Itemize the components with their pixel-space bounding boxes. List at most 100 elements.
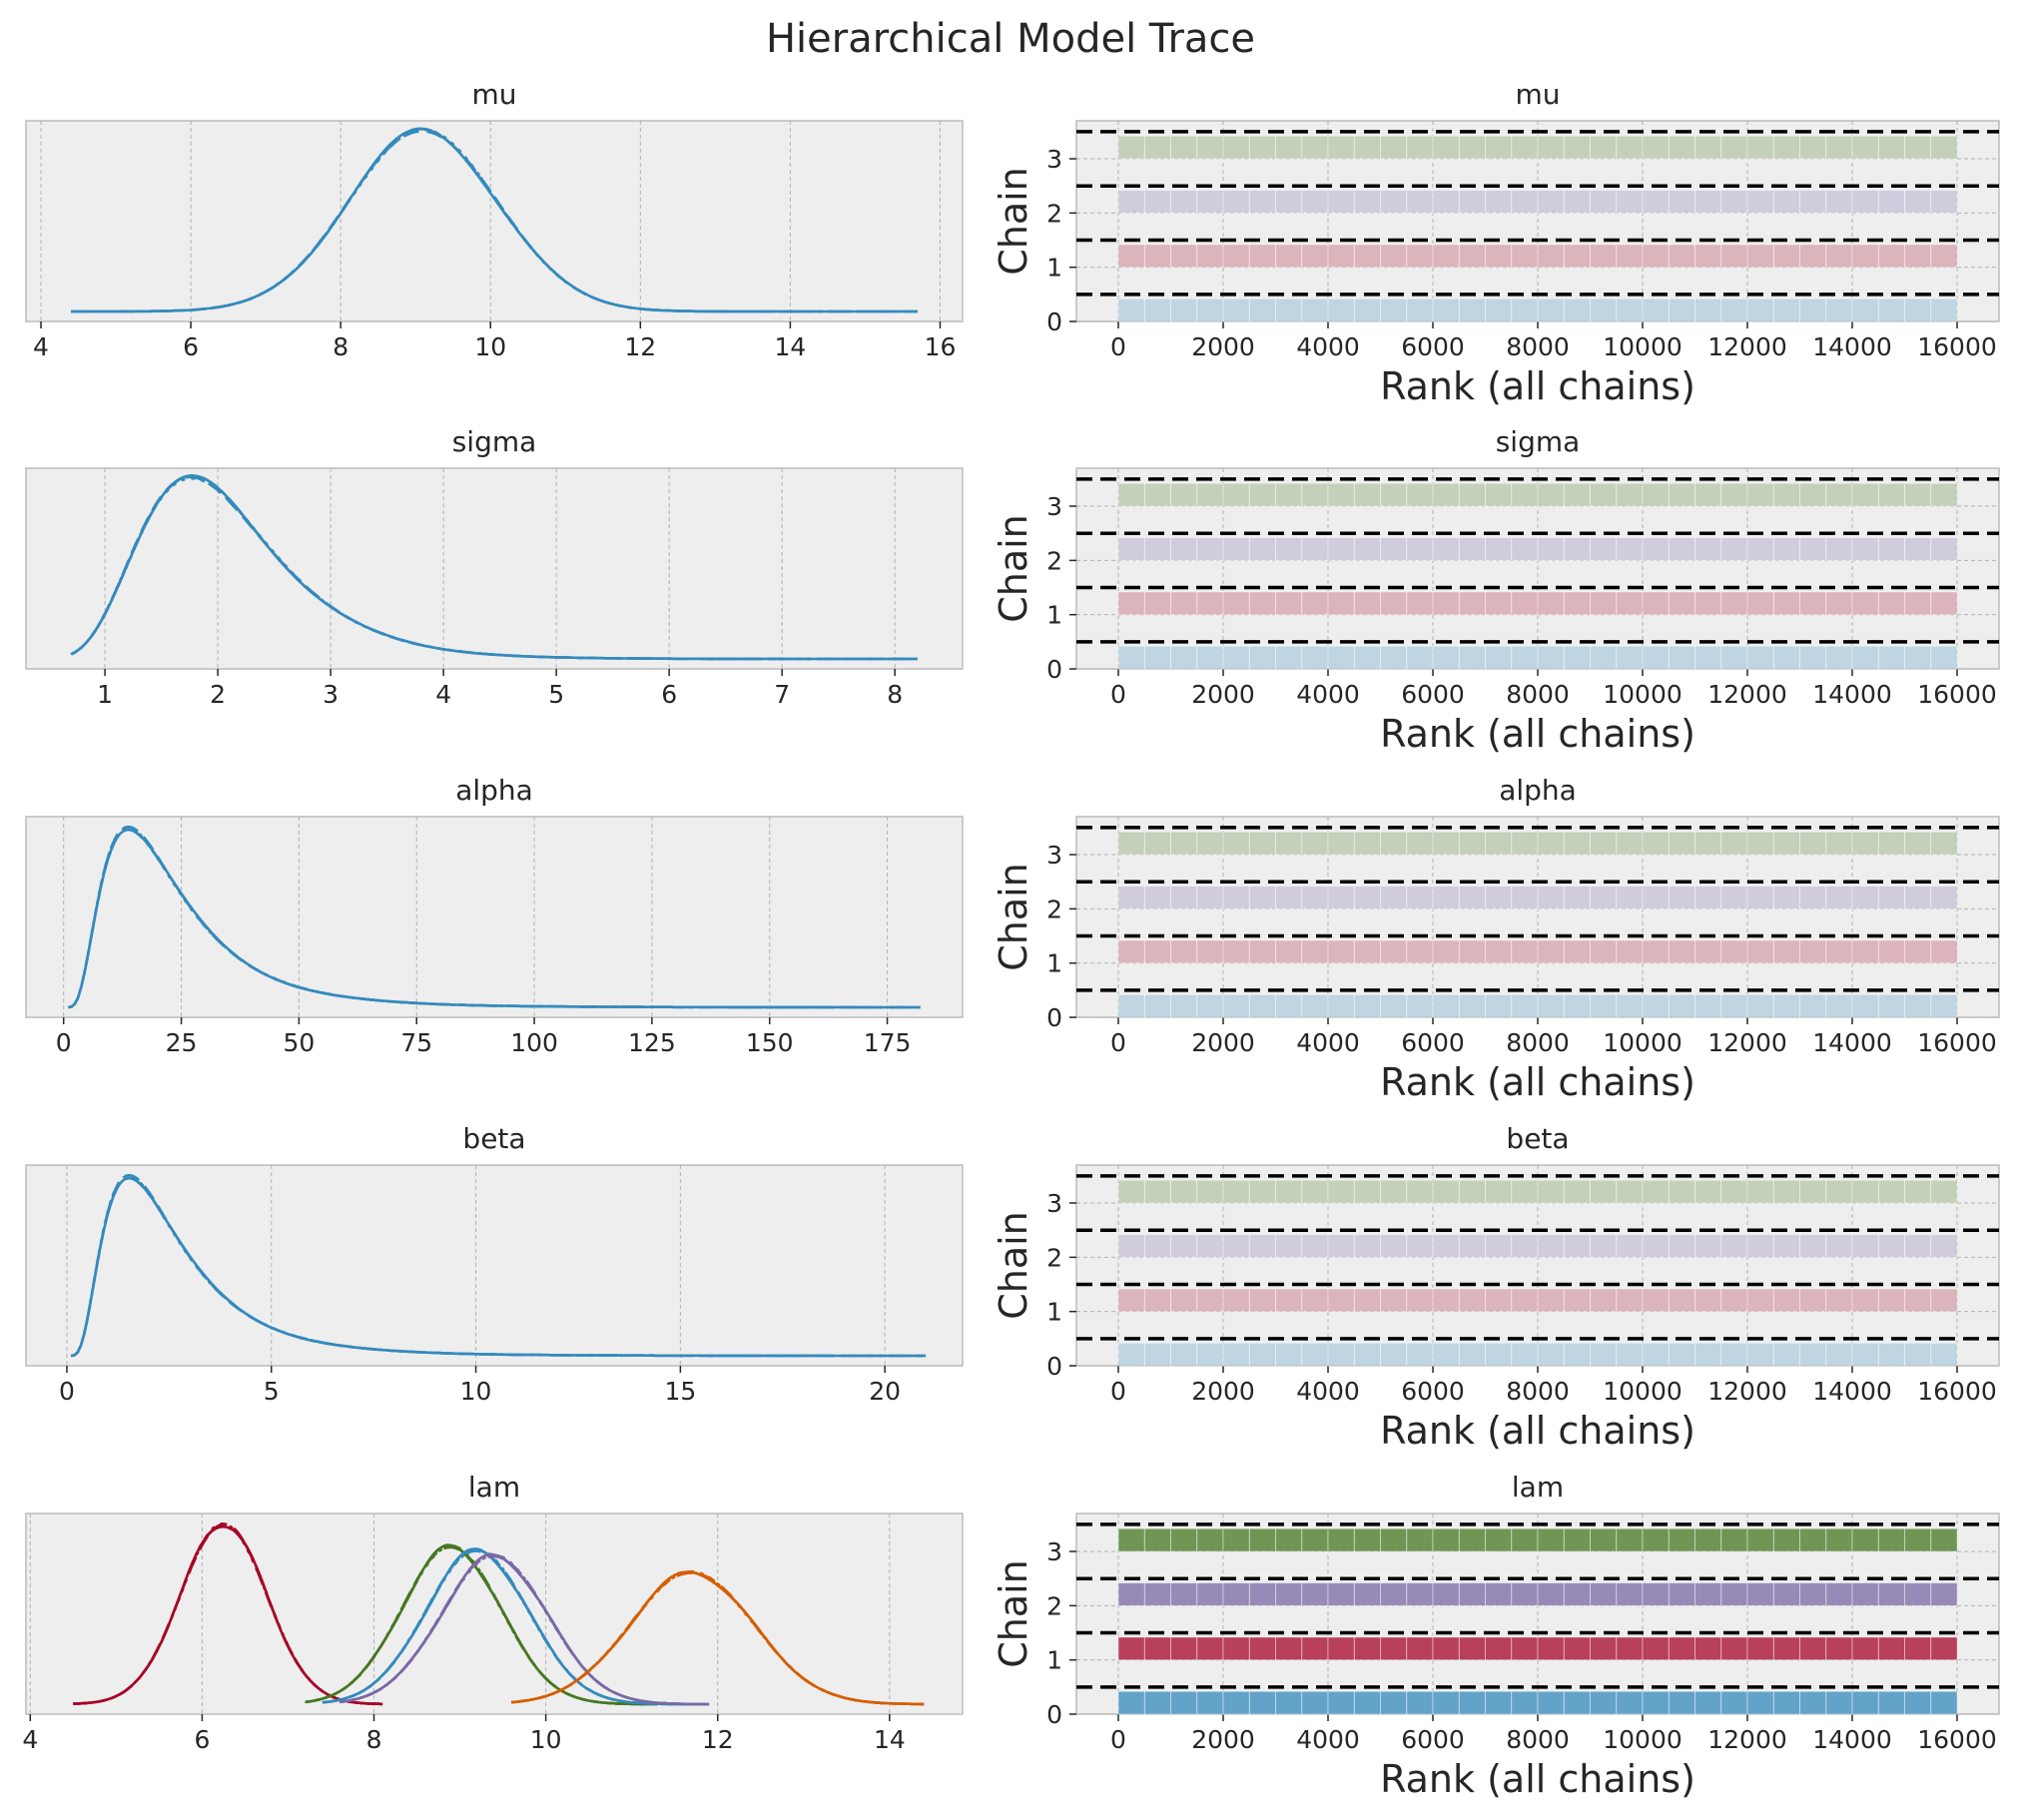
- tick-label: 4: [435, 680, 451, 709]
- rank-bar: [1327, 1179, 1355, 1204]
- rank-bar: [1380, 1527, 1408, 1552]
- rank-bar: [1275, 244, 1303, 269]
- rank-bar: [1406, 645, 1434, 670]
- rank-bar: [1222, 537, 1250, 561]
- rank-bar: [1143, 1234, 1172, 1258]
- rank-bar: [1616, 298, 1644, 322]
- rank-bar: [1930, 1342, 1958, 1367]
- rank-bar: [1851, 482, 1879, 507]
- rank-bar: [1746, 1582, 1774, 1606]
- rank-bar: [1642, 591, 1670, 616]
- rank-bar: [1327, 886, 1355, 910]
- rank-bar: [1825, 831, 1853, 856]
- rank-bar: [1353, 1636, 1382, 1661]
- rank-bar: [1825, 135, 1853, 160]
- rank-bar: [1799, 1636, 1827, 1661]
- rank-bar: [1642, 1636, 1670, 1661]
- rank-bar: [1380, 886, 1408, 910]
- rank-panel-alpha: 0 2000 4000 6000 8000 10000 12000 14000 16000 0 1 2…: [992, 774, 2000, 1104]
- rank-bar: [1248, 298, 1277, 322]
- rank-bar: [1799, 298, 1827, 322]
- rank-bar: [1904, 482, 1932, 507]
- rank-bar: [1380, 482, 1408, 507]
- kde-line: [338, 1553, 710, 1706]
- rank-bar: [1563, 1636, 1592, 1661]
- rank-panel-sigma: 0 2000 4000 6000 8000 10000 12000 14000 16000 0 1 2…: [992, 425, 2000, 756]
- rank-bar: [1563, 298, 1592, 322]
- tick-label: 5: [548, 680, 564, 709]
- kde-line: [511, 1571, 925, 1706]
- kde-panel-lam: 4 6 8 10 12 14 lam: [22, 1471, 964, 1754]
- rank-bar: [1772, 1288, 1801, 1313]
- rank-bar: [1485, 1690, 1513, 1715]
- rank-bar: [1590, 482, 1618, 507]
- rank-bar: [1642, 886, 1670, 910]
- rank-bar: [1301, 1527, 1329, 1552]
- rank-bar: [1746, 591, 1774, 616]
- rank-bar: [1511, 1288, 1539, 1313]
- rank-bar: [1590, 1527, 1618, 1552]
- tick-label: 3: [1046, 145, 1062, 174]
- kde-line: [70, 476, 918, 661]
- rank-bar: [1432, 1582, 1460, 1606]
- rank-bar: [1327, 244, 1355, 269]
- rank-bar: [1799, 244, 1827, 269]
- rank-bar: [1904, 993, 1932, 1018]
- rank-bar: [1616, 939, 1644, 964]
- rank-bar: [1196, 298, 1224, 322]
- rank-bar: [1537, 1636, 1565, 1661]
- rank-bar: [1406, 1690, 1434, 1715]
- rank-bar: [1327, 1234, 1355, 1258]
- rank-bar: [1930, 298, 1958, 322]
- rank-bar: [1248, 993, 1277, 1018]
- rank-bar: [1746, 993, 1774, 1018]
- rank-bar: [1799, 831, 1827, 856]
- rank-bar: [1380, 1234, 1408, 1258]
- rank-bar: [1222, 993, 1250, 1018]
- rank-bar: [1590, 645, 1618, 670]
- rank-bar: [1301, 482, 1329, 507]
- rank-bar: [1380, 993, 1408, 1018]
- rank-bar: [1485, 135, 1513, 160]
- rank-bar: [1222, 1342, 1250, 1367]
- tick-label: 8000: [1506, 1377, 1570, 1406]
- rank-bar: [1485, 1234, 1513, 1258]
- rank-bar: [1746, 886, 1774, 910]
- rank-bar: [1143, 886, 1172, 910]
- rank-bar: [1380, 1288, 1408, 1313]
- rank-bar: [1275, 1527, 1303, 1552]
- rank-bar: [1327, 993, 1355, 1018]
- rank-bar: [1380, 831, 1408, 856]
- tick-label: 0: [56, 1028, 72, 1057]
- rank-bar: [1248, 1527, 1277, 1552]
- rank-bar: [1301, 831, 1329, 856]
- rank-bar: [1353, 831, 1382, 856]
- rank-bar: [1642, 1582, 1670, 1606]
- tick-label: 4: [33, 332, 49, 361]
- rank-bar: [1117, 1342, 1145, 1367]
- rank-bar: [1720, 831, 1748, 856]
- rank-bar: [1904, 939, 1932, 964]
- rank-bar: [1772, 1582, 1801, 1606]
- rank-bar: [1590, 1582, 1618, 1606]
- rank-bar: [1642, 1527, 1670, 1552]
- rank-bar: [1432, 1527, 1460, 1552]
- rank-bar: [1563, 1288, 1592, 1313]
- rank-bar: [1485, 537, 1513, 561]
- tick-label: 12: [624, 332, 656, 361]
- tick-label: 16000: [1917, 1377, 1997, 1406]
- rank-bar: [1799, 482, 1827, 507]
- rank-bar: [1432, 1342, 1460, 1367]
- rank-bar: [1537, 1582, 1565, 1606]
- rank-bar: [1590, 298, 1618, 322]
- rank-bar: [1772, 1636, 1801, 1661]
- rank-bar: [1248, 831, 1277, 856]
- rank-bar: [1485, 244, 1513, 269]
- rank-bar: [1825, 190, 1853, 214]
- rank-bar: [1275, 482, 1303, 507]
- rank-bar: [1275, 1582, 1303, 1606]
- rank-bar: [1432, 1690, 1460, 1715]
- rank-bar: [1851, 1636, 1879, 1661]
- rank-bar: [1746, 135, 1774, 160]
- rank-bar: [1248, 244, 1277, 269]
